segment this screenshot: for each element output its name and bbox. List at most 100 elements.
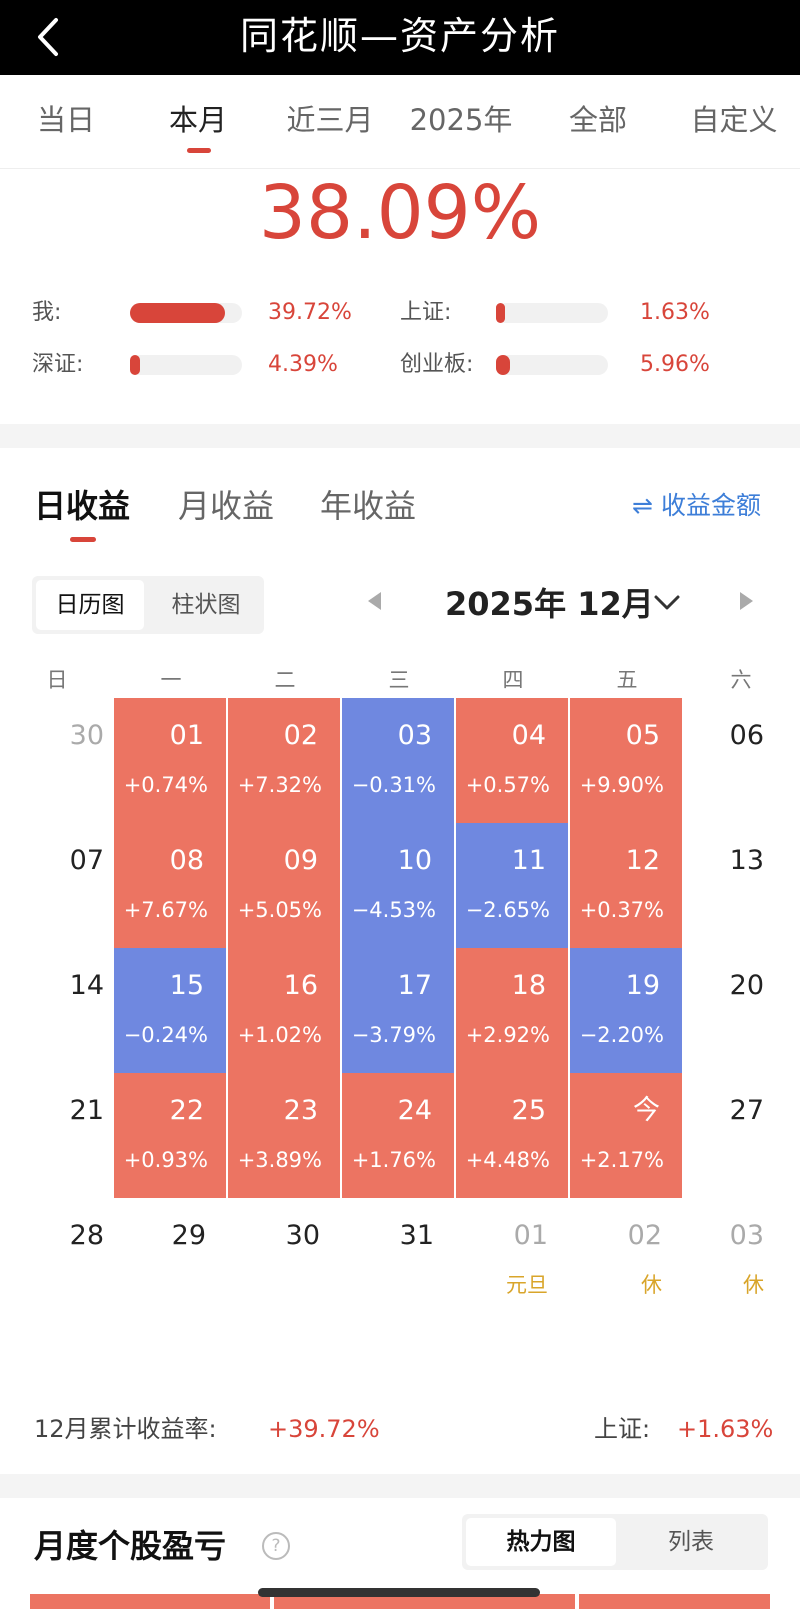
calendar-day-return: +7.32%: [237, 773, 322, 797]
compare-value-shenzhen: 4.39%: [268, 352, 338, 377]
index-compare-label: 上证:: [594, 1415, 651, 1443]
calendar-day[interactable]: 01 +0.74%: [114, 698, 226, 823]
chevron-down-icon[interactable]: [652, 590, 682, 614]
view-calendar-button[interactable]: 日历图: [36, 580, 144, 630]
calendar-day-number: 17: [397, 970, 432, 1001]
calendar-day: 27: [672, 1073, 786, 1201]
period-tabs: 当日 本月 近三月 2025年 全部 自定义: [0, 88, 800, 158]
compare-label-mine: 我:: [32, 300, 62, 325]
compare-label-chinext: 创业板:: [400, 352, 474, 377]
compare-label-shenzhen: 深证:: [32, 352, 84, 377]
tab-monthly-return[interactable]: 月收益: [178, 487, 275, 525]
calendar-day[interactable]: 17 −3.79%: [342, 948, 454, 1073]
top-bar: 同花顺—资产分析: [0, 0, 800, 75]
tab-three-months[interactable]: 近三月: [286, 103, 374, 137]
calendar-day[interactable]: 02 +7.32%: [228, 698, 340, 823]
view-toggle: 日历图 柱状图: [32, 576, 264, 634]
calendar-day-return: +7.67%: [123, 898, 208, 922]
calendar-day[interactable]: 24 +1.76%: [342, 1073, 454, 1198]
calendar-day-number: 22: [169, 1095, 204, 1126]
switch-icon: ⇌: [632, 491, 653, 520]
calendar-day-return: +3.89%: [237, 1148, 322, 1172]
calendar-day[interactable]: 22 +0.93%: [114, 1073, 226, 1198]
section-gap: [0, 424, 800, 448]
calendar-day: 03 休: [672, 1198, 786, 1326]
compare-bar-fill: [496, 303, 505, 323]
holiday-tag: 休: [641, 1273, 662, 1297]
calendar-day-return: +1.02%: [237, 1023, 322, 1047]
calendar-day-return: +0.37%: [579, 898, 664, 922]
month-label[interactable]: 2025年 12月: [445, 585, 654, 623]
calendar-day[interactable]: 09 +5.05%: [228, 823, 340, 948]
month-cumulative-label: 12月累计收益率:: [34, 1415, 217, 1443]
calendar-day-number: 04: [511, 720, 546, 751]
calendar-day[interactable]: 23 +3.89%: [228, 1073, 340, 1198]
back-icon[interactable]: [30, 12, 70, 62]
compare-bar-fill: [130, 355, 141, 375]
calendar-day[interactable]: 25 +4.48%: [456, 1073, 568, 1198]
calendar-day-number: 13: [729, 845, 764, 876]
heatmap-button[interactable]: 热力图: [466, 1518, 616, 1566]
tab-all[interactable]: 全部: [568, 103, 627, 137]
calendar-day: 31: [342, 1198, 456, 1326]
calendar-day[interactable]: 16 +1.02%: [228, 948, 340, 1073]
weekday-fri: 五: [616, 668, 638, 692]
calendar-day: 07: [12, 823, 126, 951]
active-tab-indicator: [187, 148, 211, 153]
calendar-day-number: 02: [627, 1220, 662, 1251]
calendar-day[interactable]: 19 −2.20%: [570, 948, 682, 1073]
calendar-day-number: 今: [633, 1095, 660, 1126]
calendar-day-number: 23: [283, 1095, 318, 1126]
calendar-day[interactable]: 04 +0.57%: [456, 698, 568, 823]
calendar-day-number: 14: [69, 970, 104, 1001]
weekday-thu: 四: [502, 668, 524, 692]
next-month-icon[interactable]: [740, 592, 753, 610]
help-icon[interactable]: ?: [262, 1532, 290, 1560]
calendar-day-number: 29: [171, 1220, 206, 1251]
compare-bar-shenzhen: [130, 355, 242, 375]
calendar-day-number: 03: [397, 720, 432, 751]
tab-yearly-return[interactable]: 年收益: [320, 487, 417, 525]
calendar-day[interactable]: 08 +7.67%: [114, 823, 226, 948]
calendar-day[interactable]: 15 −0.24%: [114, 948, 226, 1073]
calendar-day-number: 03: [729, 1220, 764, 1251]
total-return-value: 38.09%: [258, 170, 542, 256]
tab-today[interactable]: 当日: [36, 103, 95, 137]
calendar-day-return: +2.92%: [465, 1023, 550, 1047]
tab-year-2025[interactable]: 2025年: [409, 103, 513, 137]
calendar-day-number: 30: [69, 720, 104, 751]
calendar-day-return: −0.31%: [351, 773, 436, 797]
calendar-day-number: 24: [397, 1095, 432, 1126]
calendar-day-return: −0.24%: [123, 1023, 208, 1047]
calendar-day[interactable]: 03 −0.31%: [342, 698, 454, 823]
calendar-day: 14: [12, 948, 126, 1076]
calendar-day[interactable]: 05 +9.90%: [570, 698, 682, 823]
calendar-day-number: 25: [511, 1095, 546, 1126]
calendar-day-return: −2.65%: [465, 898, 550, 922]
weekday-sat: 六: [730, 668, 752, 692]
prev-month-icon[interactable]: [368, 592, 381, 610]
tab-this-month[interactable]: 本月: [168, 103, 227, 137]
calendar-day: 21: [12, 1073, 126, 1201]
tab-daily-return[interactable]: 日收益: [34, 487, 131, 525]
calendar-day[interactable]: 18 +2.92%: [456, 948, 568, 1073]
calendar-day-number: 20: [729, 970, 764, 1001]
calendar-day[interactable]: 10 −4.53%: [342, 823, 454, 948]
compare-bar-fill: [496, 355, 511, 375]
weekday-sun: 日: [46, 668, 68, 692]
calendar-day[interactable]: 12 +0.37%: [570, 823, 682, 948]
calendar-day[interactable]: 11 −2.65%: [456, 823, 568, 948]
calendar-day-return: +0.57%: [465, 773, 550, 797]
tab-custom[interactable]: 自定义: [690, 103, 778, 137]
calendar-day: 30: [12, 698, 126, 826]
weekday-wed: 三: [388, 668, 410, 692]
calendar-day[interactable]: 今 +2.17%: [570, 1073, 682, 1198]
amount-toggle-link[interactable]: ⇌ 收益金额: [632, 488, 761, 524]
calendar-day: 02 休: [570, 1198, 684, 1326]
compare-value-mine: 39.72%: [268, 300, 352, 325]
calendar-day-number: 08: [169, 845, 204, 876]
calendar-day-return: +0.74%: [123, 773, 208, 797]
list-button[interactable]: 列表: [668, 1529, 714, 1555]
calendar-day-number: 05: [625, 720, 660, 751]
view-bar-button[interactable]: 柱状图: [171, 592, 241, 618]
